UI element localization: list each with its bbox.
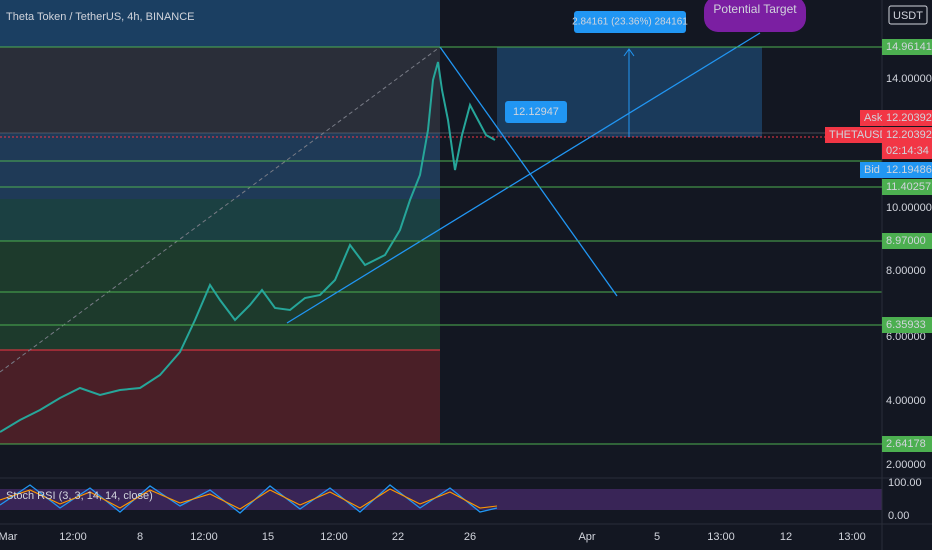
level-label: 11.40257 [886,181,931,193]
level-label-box [882,233,932,249]
quote-bid-label: Bid [864,164,880,176]
projection-label: 2.84161 (23.36%) 284161 [572,17,688,28]
quote-box [825,127,882,143]
trend-line [439,46,618,297]
quote-ask-label: Ask [864,112,883,124]
rsi-tick-label: 100.00 [888,477,922,489]
arrow-head [623,48,635,57]
rsi-band [0,489,882,510]
fib-zone [0,241,440,350]
time-tick-label: 15 [262,531,274,543]
trend-line [286,32,761,324]
time-tick-label: Apr [578,531,595,543]
time-tick-label: 12 [780,531,792,543]
projection-label-box [574,11,686,33]
quote-price: 12.20392 [886,129,932,141]
time-tick-label: 13:00 [707,531,735,543]
rsi-title: Stoch RSI (3, 3, 14, 14, close) [6,490,153,502]
price-tick-label: 8.00000 [886,265,926,277]
diagonal [0,46,441,373]
quote-symbol: THETAUSDT [829,129,894,141]
quote-box [882,143,932,159]
chart-title: Theta Token / TetherUS, 4h, BINANCE [6,11,195,23]
currency[interactable]: USDT [893,10,923,22]
rsi-d [0,488,498,510]
top-zone [0,0,440,47]
level-label-box [882,317,932,333]
quote-ask: 12.20392 [886,112,932,124]
quote-countdown: 02:14:34 [886,145,929,157]
price-tick-label: 4.00000 [886,395,926,407]
fib-zone [0,350,440,444]
price-callout: 12.12947 [513,106,559,118]
price-callout-box [505,101,567,123]
quote-box [882,127,932,143]
quote-box [860,162,882,178]
rsi-tick-label: 0.00 [888,510,909,522]
quote-box [882,162,932,178]
currency-button[interactable] [888,5,928,25]
fib-zone [0,133,440,199]
fib-zone [0,47,440,133]
target-bubble [704,0,806,32]
price-tick-label: 10.00000 [886,202,932,214]
target-label: Potential Target [713,2,797,16]
quote-box [882,110,932,126]
time-tick-label: 8 [137,531,143,543]
quote-bid: 12.19486 [886,164,932,176]
price-tick-label: 6.00000 [886,331,926,343]
level-label-box [882,436,932,452]
quote-box [860,110,882,126]
time-tick-label: 13:00 [838,531,866,543]
fib-zone [0,199,440,241]
level-label: 14.96141 [886,41,932,53]
level-label-box [882,39,932,55]
level-label: 6.35933 [886,319,926,331]
price-tick-label: 2.00000 [886,459,926,471]
level-label: 2.64178 [886,438,926,450]
time-tick-label: 26 [464,531,476,543]
time-tick-label: 12:00 [59,531,87,543]
time-tick-label: Mar [0,531,18,543]
level-label: 8.97000 [886,235,926,247]
time-tick-label: 22 [392,531,404,543]
time-tick-label: 12:00 [320,531,348,543]
time-tick-label: 12:00 [190,531,218,543]
time-tick-label: 5 [654,531,660,543]
level-label-box [882,179,932,195]
price-path [0,61,496,433]
price-tick-label: 14.00000 [886,73,932,85]
